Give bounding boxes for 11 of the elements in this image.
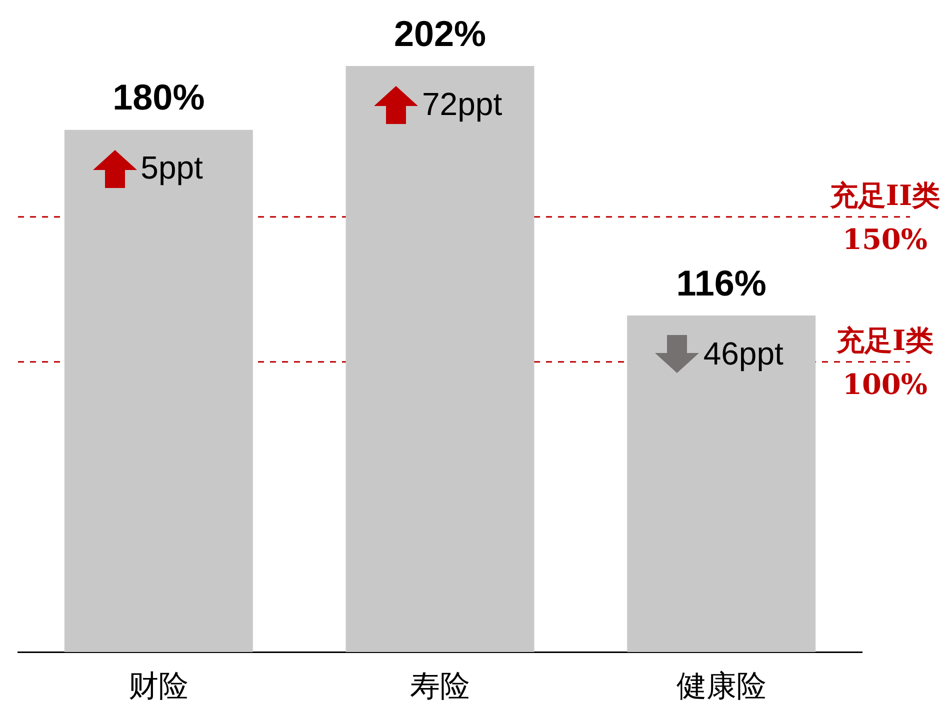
x-tick-label: 寿险 [410,668,470,704]
data-label: 180% [112,76,205,118]
x-tick-label: 财险 [128,668,189,704]
data-label: 202% [394,12,486,54]
ref-line-label: 充足I类 100% [835,324,934,401]
annotation: 46ppt [703,335,784,372]
annotation: 5ppt [140,150,204,186]
ref-line-label: 充足II类 150% [828,178,940,256]
data-label: 116% [676,262,766,304]
annotation: 72ppt [422,86,502,122]
x-tick-label: 健康险 [676,668,766,704]
